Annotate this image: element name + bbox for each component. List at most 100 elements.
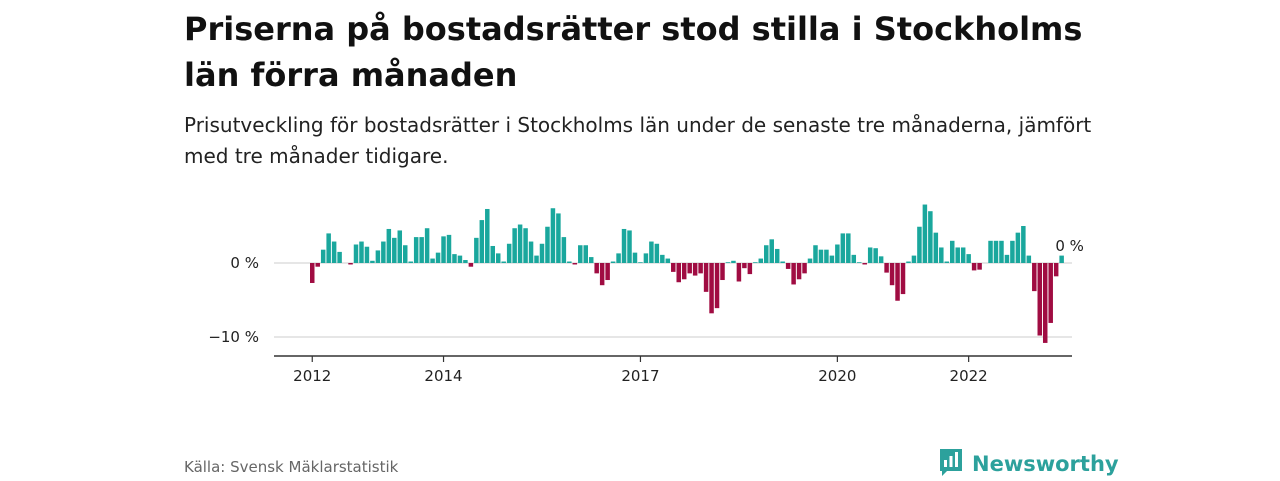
- y-tick-label: 0 %: [230, 254, 259, 272]
- bar: [692, 263, 698, 276]
- bar: [709, 263, 714, 314]
- bar: [413, 237, 419, 263]
- bar: [988, 240, 993, 263]
- bar: [632, 252, 638, 263]
- bar: [884, 263, 889, 273]
- bar: [1021, 226, 1026, 263]
- bar: [873, 248, 878, 263]
- bar: [359, 241, 364, 263]
- bar: [895, 263, 900, 301]
- bar: [326, 233, 331, 263]
- bar: [846, 233, 851, 263]
- bar: [599, 263, 605, 286]
- bar: [867, 247, 873, 263]
- bar: [796, 263, 802, 280]
- bar: [616, 253, 621, 263]
- bar: [949, 240, 955, 263]
- bar: [911, 255, 917, 263]
- bar: [348, 263, 353, 265]
- bar: [889, 263, 895, 286]
- bar: [960, 247, 966, 263]
- bar: [851, 254, 857, 263]
- bar: [753, 262, 758, 263]
- bar: [539, 243, 545, 263]
- bar: [446, 234, 452, 263]
- bar: [671, 263, 676, 272]
- bar: [517, 224, 523, 263]
- bar: [649, 241, 654, 263]
- x-tick-label: 2014: [424, 367, 462, 385]
- bar: [594, 263, 599, 274]
- bar: [550, 208, 556, 263]
- bar: [807, 258, 813, 263]
- bar: [731, 260, 736, 263]
- bar: [419, 237, 424, 263]
- bar: [1042, 263, 1048, 343]
- bar: [944, 261, 950, 263]
- bar: [714, 263, 720, 309]
- bar: [857, 262, 862, 263]
- bar: [676, 263, 681, 283]
- bar: [720, 263, 725, 281]
- bar: [769, 239, 774, 263]
- bar: [490, 245, 496, 263]
- bar: [933, 232, 939, 263]
- bar: [813, 245, 818, 263]
- bar: [315, 263, 320, 267]
- bar: [605, 263, 610, 281]
- bar: [736, 263, 742, 282]
- bar: [337, 251, 342, 263]
- bar: [977, 263, 982, 270]
- bar: [392, 237, 397, 263]
- y-tick-label: −10 %: [208, 328, 259, 346]
- bar: [665, 258, 671, 263]
- bar: [1048, 263, 1053, 323]
- bar: [774, 248, 780, 263]
- bar: [583, 245, 588, 263]
- bar: [610, 261, 616, 263]
- bar: [506, 243, 512, 263]
- bar: [408, 261, 413, 263]
- chart-title: Priserna på bostadsrätter stod stilla i …: [184, 10, 1083, 94]
- bar: [430, 258, 435, 263]
- x-tick-label: 2022: [950, 367, 988, 385]
- bar: [457, 255, 463, 263]
- bar: [878, 256, 884, 263]
- bar: [725, 262, 731, 263]
- bar: [703, 263, 709, 292]
- bar: [900, 263, 906, 295]
- bar: [928, 211, 933, 263]
- bar: [780, 261, 785, 263]
- bar: [310, 263, 315, 283]
- bar: [479, 220, 485, 263]
- bar: [791, 263, 796, 285]
- bar: [840, 233, 846, 263]
- bar: [654, 243, 660, 263]
- bar: [463, 260, 468, 263]
- bar: [1010, 240, 1015, 263]
- bar: [402, 245, 408, 263]
- brand-logo: Newsworthy: [938, 449, 1119, 479]
- bar: [364, 246, 370, 263]
- bar: [764, 245, 769, 263]
- bar: [441, 236, 446, 263]
- bar: [588, 257, 594, 263]
- bar: [578, 245, 583, 263]
- bar: [643, 253, 649, 263]
- bar: [917, 226, 922, 263]
- bar: [922, 204, 928, 263]
- bar: [386, 228, 392, 263]
- bar: [523, 228, 528, 263]
- bar: [824, 249, 829, 263]
- bar: [485, 208, 490, 263]
- bar: [1015, 232, 1021, 263]
- bar: [621, 228, 627, 263]
- x-tick-label: 2020: [818, 367, 856, 385]
- bar: [353, 244, 359, 263]
- bar: [1026, 255, 1032, 263]
- x-tick-label: 2012: [293, 367, 331, 385]
- bar: [381, 241, 386, 263]
- bar: [572, 263, 578, 265]
- bar: [687, 263, 692, 274]
- bar: [835, 244, 840, 263]
